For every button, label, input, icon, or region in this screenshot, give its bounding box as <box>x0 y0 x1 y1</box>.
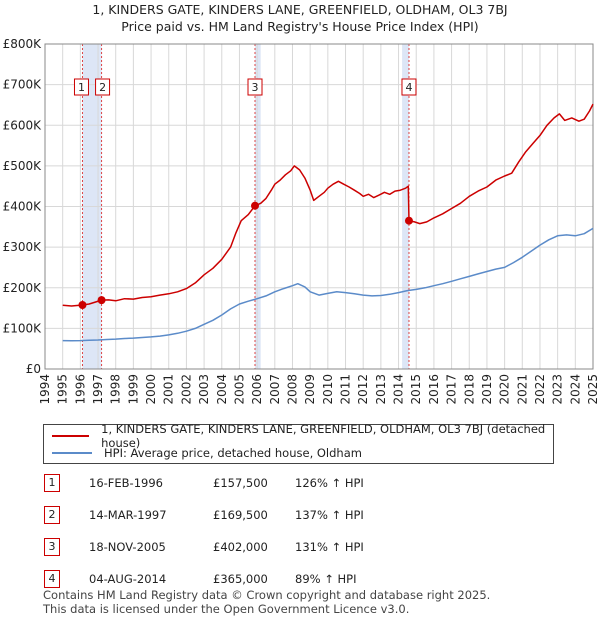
price-chart: £0 £100K £200K £300K £400K £500K £600K £700K £80… <box>3 37 600 405</box>
y-tick-label: £500K <box>3 159 43 173</box>
x-tick-label: 2015 <box>409 374 423 405</box>
x-tick-label: 2013 <box>374 374 388 405</box>
table-row: 1 16-FEB-1996 £157,500 126% ↑ HPI <box>43 474 463 496</box>
footer-licence: This data is licensed under the Open Gov… <box>43 602 410 616</box>
sale-label-box <box>247 78 263 96</box>
x-tick-label: 2019 <box>480 374 494 405</box>
legend: 1, KINDERS GATE, KINDERS LANE, GREENFIEL… <box>43 422 554 464</box>
plot-frame <box>44 43 594 370</box>
sale-number-badge: 3 <box>44 538 60 556</box>
footer-copyright: Contains HM Land Registry data © Crown c… <box>43 588 491 602</box>
y-tick-label: £0 <box>26 362 41 376</box>
x-tick-label: 2005 <box>232 374 246 405</box>
sale-date: 18-NOV-2005 <box>89 540 166 554</box>
x-tick-label: 2025 <box>586 374 600 405</box>
sale-label-box <box>401 78 417 96</box>
x-tick-label: 2007 <box>268 374 282 405</box>
x-tick-label: 2011 <box>339 374 353 405</box>
legend-swatch-hpi <box>52 452 92 454</box>
y-tick-label: £700K <box>3 78 43 92</box>
y-tick-label: £600K <box>3 118 43 132</box>
x-tick-label: 2023 <box>551 374 565 405</box>
sale-point <box>251 201 260 210</box>
sale-label-text: 3 <box>252 81 259 94</box>
sale-hpi-change: 137% ↑ HPI <box>295 508 364 522</box>
sale-hpi-change: 126% ↑ HPI <box>295 476 364 490</box>
sale-point <box>78 301 87 310</box>
property-series-line <box>62 103 594 307</box>
y-tick-label: £300K <box>3 240 43 254</box>
x-tick-label: 1994 <box>38 374 52 405</box>
x-tick-label: 2006 <box>250 374 264 405</box>
sale-label-box <box>95 78 111 96</box>
x-tick-label: 2003 <box>197 374 211 405</box>
sale-price: £169,500 <box>213 508 268 522</box>
y-tick-label: £400K <box>3 200 43 214</box>
x-tick-label: 2004 <box>215 374 229 405</box>
legend-item-property: 1, KINDERS GATE, KINDERS LANE, GREENFIEL… <box>52 422 553 450</box>
x-tick-label: 2008 <box>285 374 299 405</box>
sale-label-box <box>73 78 89 96</box>
hpi-series-line <box>62 227 594 342</box>
sale-date: 04-AUG-2014 <box>89 572 167 586</box>
sale-point <box>404 216 413 225</box>
sale-label-text: 2 <box>99 81 106 94</box>
y-tick-label: £800K <box>3 37 43 51</box>
x-tick-label: 2012 <box>356 374 370 405</box>
x-tick-label: 2018 <box>462 374 476 405</box>
sale-number-badge: 4 <box>44 570 60 588</box>
x-tick-label: 2017 <box>445 374 459 405</box>
legend-label-hpi: HPI: Average price, detached house, Oldh… <box>104 446 362 460</box>
table-row: 4 04-AUG-2014 £365,000 89% ↑ HPI <box>43 570 463 592</box>
chart-title: 1, KINDERS GATE, KINDERS LANE, GREENFIEL… <box>92 2 508 17</box>
table-row: 2 14-MAR-1997 £169,500 137% ↑ HPI <box>43 506 463 528</box>
sale-price: £157,500 <box>213 476 268 490</box>
x-tick-label: 2020 <box>498 374 512 405</box>
sale-label-text: 4 <box>405 81 412 94</box>
x-tick-label: 2016 <box>427 374 441 405</box>
legend-item-hpi: HPI: Average price, detached house, Oldh… <box>52 444 362 462</box>
sale-label-text: 1 <box>78 81 85 94</box>
x-tick-label: 1997 <box>91 374 105 405</box>
x-tick-label: 2022 <box>533 374 547 405</box>
y-tick-label: £200K <box>3 281 43 295</box>
sale-date: 14-MAR-1997 <box>89 508 167 522</box>
sale-number-badge: 2 <box>44 506 60 524</box>
x-tick-label: 1996 <box>73 374 87 405</box>
sale-date: 16-FEB-1996 <box>89 476 163 490</box>
legend-swatch-property <box>52 435 90 437</box>
x-tick-label: 2001 <box>162 374 176 405</box>
x-tick-label: 2010 <box>321 374 335 405</box>
x-tick-label: 1998 <box>109 374 123 405</box>
x-tick-label: 2014 <box>392 374 406 405</box>
sale-price: £402,000 <box>213 540 268 554</box>
sale-hpi-change: 131% ↑ HPI <box>295 540 364 554</box>
x-tick-label: 2002 <box>179 374 193 405</box>
sale-hpi-change: 89% ↑ HPI <box>295 572 357 586</box>
x-tick-label: 2024 <box>568 374 582 405</box>
sale-number-badge: 1 <box>44 474 60 492</box>
legend-label-property: 1, KINDERS GATE, KINDERS LANE, GREENFIEL… <box>101 422 546 450</box>
x-tick-label: 2009 <box>303 374 317 405</box>
sale-price: £365,000 <box>213 572 268 586</box>
sale-point <box>97 296 106 305</box>
x-tick-label: 1995 <box>56 374 70 405</box>
table-row: 3 18-NOV-2005 £402,000 131% ↑ HPI <box>43 538 463 560</box>
x-tick-label: 1999 <box>126 374 140 405</box>
y-tick-label: £100K <box>3 321 43 335</box>
x-tick-label: 2021 <box>515 374 529 405</box>
x-tick-label: 2000 <box>144 374 158 405</box>
chart-subtitle: Price paid vs. HM Land Registry's House … <box>121 19 479 34</box>
